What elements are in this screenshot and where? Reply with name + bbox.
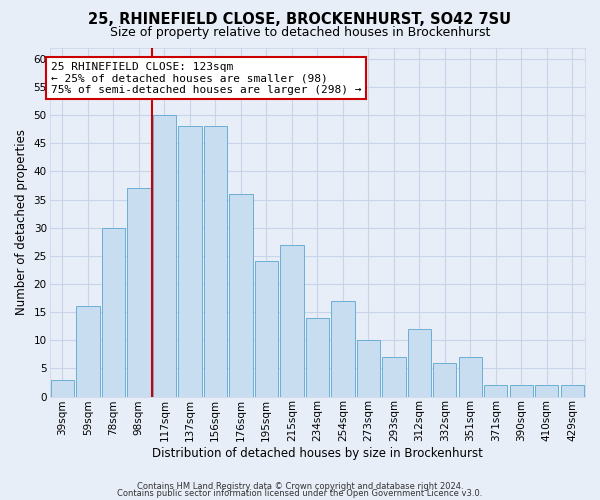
Bar	[458, 357, 482, 397]
Bar	[152, 115, 176, 396]
Bar	[356, 340, 380, 396]
Bar	[101, 228, 125, 396]
Text: Contains public sector information licensed under the Open Government Licence v3: Contains public sector information licen…	[118, 490, 482, 498]
Bar	[382, 357, 406, 397]
Bar	[254, 262, 278, 396]
Bar	[50, 380, 74, 396]
Bar	[560, 386, 584, 396]
Bar	[229, 194, 253, 396]
Text: Size of property relative to detached houses in Brockenhurst: Size of property relative to detached ho…	[110, 26, 490, 39]
Bar	[76, 306, 100, 396]
Text: 25, RHINEFIELD CLOSE, BROCKENHURST, SO42 7SU: 25, RHINEFIELD CLOSE, BROCKENHURST, SO42…	[88, 12, 512, 28]
Bar	[305, 318, 329, 396]
X-axis label: Distribution of detached houses by size in Brockenhurst: Distribution of detached houses by size …	[152, 447, 483, 460]
Bar	[280, 244, 304, 396]
Bar	[433, 363, 457, 396]
Text: 25 RHINEFIELD CLOSE: 123sqm
← 25% of detached houses are smaller (98)
75% of sem: 25 RHINEFIELD CLOSE: 123sqm ← 25% of det…	[51, 62, 361, 95]
Y-axis label: Number of detached properties: Number of detached properties	[15, 129, 28, 315]
Bar	[127, 188, 151, 396]
Bar	[484, 386, 508, 396]
Bar	[331, 301, 355, 396]
Bar	[178, 126, 202, 396]
Text: Contains HM Land Registry data © Crown copyright and database right 2024.: Contains HM Land Registry data © Crown c…	[137, 482, 463, 491]
Bar	[535, 386, 559, 396]
Bar	[407, 329, 431, 396]
Bar	[509, 386, 533, 396]
Bar	[203, 126, 227, 396]
